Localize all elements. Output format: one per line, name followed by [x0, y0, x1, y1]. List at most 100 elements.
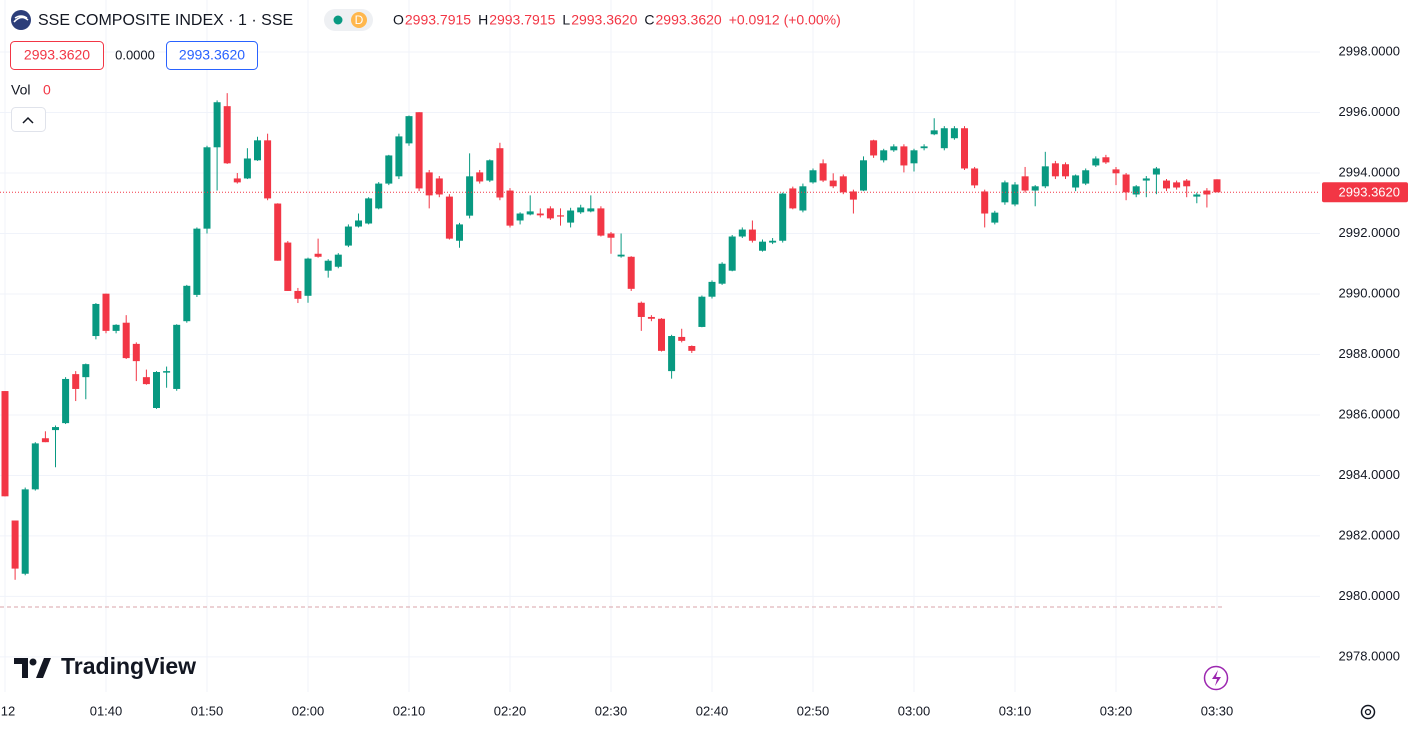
- sell-price[interactable]: 2993.3620: [24, 47, 90, 63]
- candle-body: [1152, 168, 1160, 175]
- symbol-logo-mark: [13, 15, 29, 23]
- x-tick-label: 03:30: [1201, 703, 1234, 718]
- y-tick-label: 2986.0000: [1339, 406, 1400, 421]
- candle-body: [637, 302, 645, 317]
- ohlc-label: O: [393, 12, 404, 28]
- candle-body: [900, 146, 908, 166]
- candle-body: [72, 374, 80, 389]
- candle-body: [678, 336, 686, 341]
- candle-body: [1011, 184, 1019, 205]
- x-tick-label: 03:10: [999, 703, 1032, 718]
- candle-body: [940, 128, 948, 149]
- candle-body: [1021, 176, 1029, 191]
- candle-body: [1092, 158, 1100, 166]
- candle-body: [971, 168, 979, 186]
- candle-body: [183, 285, 191, 322]
- logo-text: TradingView: [61, 653, 196, 679]
- x-tick-label: 02:40: [696, 703, 729, 718]
- y-tick-label: 2990.0000: [1339, 285, 1400, 300]
- candle-body: [1082, 170, 1090, 184]
- candle-body: [324, 260, 332, 271]
- candle-body: [728, 236, 736, 271]
- logo-mark: [14, 658, 51, 678]
- candle-body: [496, 148, 504, 198]
- candle-body: [163, 371, 171, 373]
- symbol-logo: [11, 10, 31, 30]
- gear-hub: [1364, 708, 1372, 716]
- candle-body: [597, 208, 605, 236]
- candle-body: [1001, 182, 1009, 203]
- candle-body: [557, 215, 564, 217]
- settings-button[interactable]: [1360, 704, 1376, 720]
- candle-body: [748, 229, 756, 241]
- candle-body: [950, 128, 958, 139]
- last-price-tag: [1322, 182, 1408, 203]
- candle-body: [961, 128, 968, 169]
- symbol-title[interactable]: SSE COMPOSITE INDEX · 1 · SSE: [38, 12, 293, 29]
- candle-body: [1163, 180, 1170, 189]
- last-price-label: 2993.3620: [1339, 185, 1400, 200]
- candle-body: [112, 324, 120, 331]
- candle-body: [415, 112, 423, 189]
- candle-body: [1062, 164, 1069, 177]
- candle-body: [173, 324, 181, 389]
- candle-body: [355, 220, 362, 227]
- candle-body: [981, 191, 989, 214]
- y-tick-label: 2998.0000: [1339, 43, 1400, 58]
- candle-body: [799, 186, 807, 211]
- candle-body: [213, 102, 221, 148]
- candle-body: [284, 242, 292, 291]
- candle-body: [41, 438, 49, 443]
- candle-body: [1213, 179, 1221, 193]
- candle-body: [779, 193, 787, 241]
- volume-value: 0: [43, 82, 51, 98]
- candle-body: [334, 254, 342, 267]
- candle-body: [1041, 166, 1049, 187]
- candle-body: [304, 258, 312, 296]
- buy-box[interactable]: [166, 41, 258, 70]
- candle-body: [607, 233, 615, 238]
- ohlc-value: 2993.3620: [571, 12, 637, 28]
- trade-boxes: 2993.3620 0.0000 2993.3620: [10, 41, 258, 70]
- sell-box[interactable]: [10, 41, 104, 70]
- x-tick-label: 02:10: [393, 703, 426, 718]
- candle-body: [789, 188, 797, 209]
- logo-dot: [29, 658, 37, 666]
- candle-body: [1072, 175, 1080, 188]
- candle-body: [445, 196, 453, 239]
- candle-body: [264, 140, 272, 199]
- ohlc-value: 2993.7915: [405, 12, 471, 28]
- spread: 0.0000: [115, 47, 155, 62]
- candle-body: [365, 198, 373, 224]
- candle-body: [1183, 180, 1191, 187]
- market-status-dot: [333, 15, 343, 25]
- y-tick-label: 2994.0000: [1339, 164, 1400, 179]
- x-tick-label: 01:40: [90, 703, 123, 718]
- y-tick-label: 2982.0000: [1339, 527, 1400, 542]
- candle-body: [829, 180, 837, 187]
- candle-body: [193, 228, 201, 295]
- candle-body: [1122, 174, 1130, 193]
- candle-body: [11, 520, 19, 569]
- candle-body: [839, 176, 847, 193]
- candle-body: [1142, 178, 1150, 181]
- candle-body: [62, 378, 70, 424]
- tradingview-logo[interactable]: TradingView: [14, 653, 196, 679]
- candle-body: [910, 150, 918, 164]
- candle-body: [92, 303, 100, 337]
- ohlc-value: 2993.7915: [489, 12, 555, 28]
- candle-body: [375, 183, 383, 209]
- candle-body: [233, 178, 241, 183]
- candle-body: [1051, 163, 1059, 177]
- ohlc-label: L: [562, 12, 570, 28]
- buy-price[interactable]: 2993.3620: [179, 47, 245, 63]
- candle-body: [991, 212, 999, 223]
- candle-body: [516, 213, 524, 221]
- candle-body: [849, 191, 857, 200]
- candle-body: [223, 106, 231, 164]
- candle-body: [759, 241, 766, 251]
- y-tick-label: 2996.0000: [1339, 104, 1400, 119]
- candle-body: [890, 146, 898, 151]
- candle-body: [546, 208, 554, 219]
